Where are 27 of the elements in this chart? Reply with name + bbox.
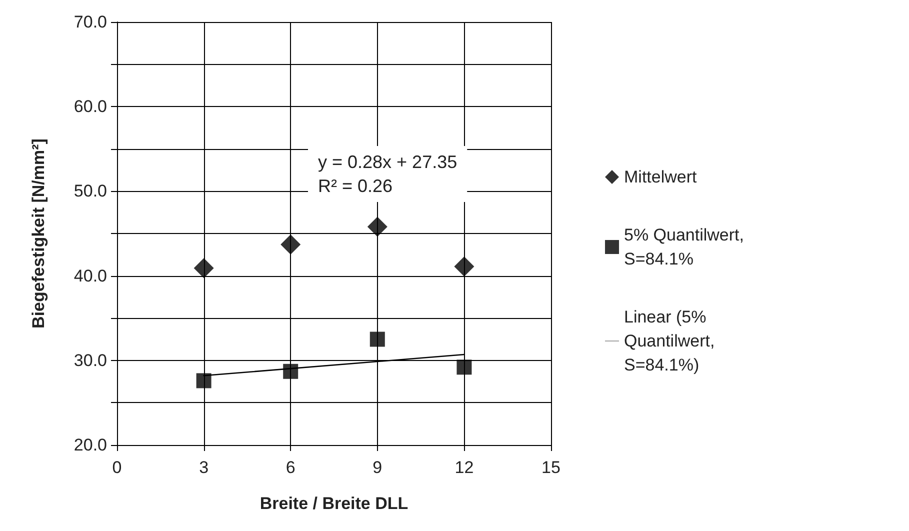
annotation: R² = 0.26	[318, 176, 393, 196]
legend-label: 5% Quantilwert, S=84.1%	[624, 226, 744, 268]
x-tick-label: 15	[542, 458, 560, 477]
legend-label: Linear (5% Quantilwert, S=84.1%)	[624, 308, 715, 374]
y-tick-label: 50.0	[74, 182, 107, 201]
y-tick-label: 60.0	[74, 97, 107, 116]
x-tick-label: 12	[454, 458, 474, 477]
point	[454, 256, 474, 276]
point	[196, 373, 212, 388]
y-tick-label: 40.0	[74, 266, 107, 286]
x-tick-label: 6	[286, 458, 296, 477]
point	[280, 234, 301, 254]
y-tick-label: 70.0	[74, 12, 107, 32]
x-axis-title: Breite / Breite DLL	[260, 494, 408, 513]
point	[194, 258, 214, 278]
y-tick-label: 20.0	[74, 436, 107, 454]
point	[367, 216, 388, 237]
legend-label: Mittelwert	[624, 168, 698, 186]
point	[283, 364, 298, 379]
y-tick-label: 30.0	[74, 350, 107, 370]
x-tick-label: 9	[372, 458, 382, 477]
point	[456, 360, 472, 375]
annotation: y = 0.28x + 27.35	[318, 152, 458, 172]
point	[370, 332, 385, 347]
x-tick-label: 3	[199, 458, 209, 477]
x-tick-label: 0	[112, 458, 122, 477]
y-axis-title: Biegefestigkeit [N/mm²]	[29, 138, 48, 328]
